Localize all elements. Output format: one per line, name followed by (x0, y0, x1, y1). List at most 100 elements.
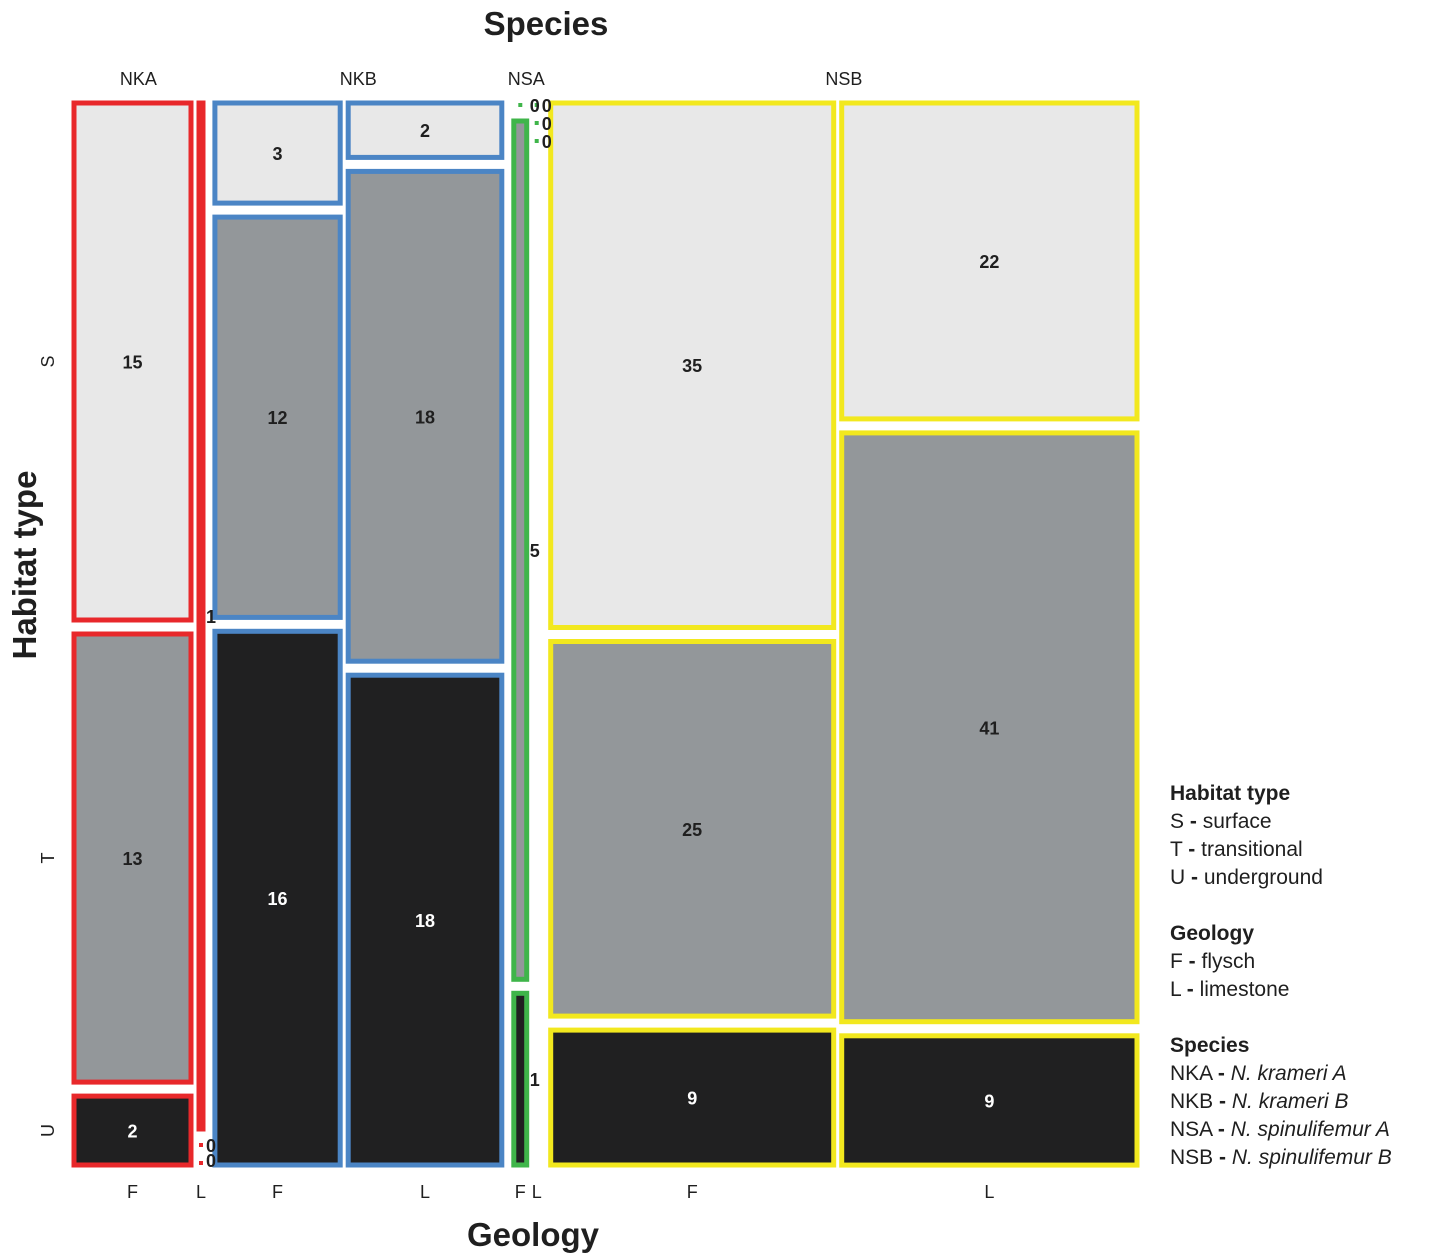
mosaic-value-label: 1 (530, 1070, 540, 1090)
legend-item: U - underground (1170, 864, 1435, 892)
mosaic-value-label: 0 (542, 114, 552, 134)
legend-code: NKB (1170, 1090, 1214, 1113)
mosaic-cell-nkb-l-u (345, 672, 505, 1168)
mosaic-value-label: 0 (206, 1151, 216, 1171)
legend-name: N. spinulifemur A (1230, 1118, 1390, 1141)
mosaic-cell-nka-f-t (71, 631, 194, 1085)
legend-item: S - surface (1170, 808, 1435, 836)
chart-title: Species (484, 5, 609, 42)
mosaic-cell-nkb-f-t (212, 214, 343, 620)
legend-code: L (1170, 978, 1181, 1001)
legend-item: L - limestone (1170, 976, 1435, 1004)
mosaic-value-label: 1 (206, 607, 216, 627)
mosaic-value-label: 3 (272, 144, 282, 164)
legend-name: underground (1203, 866, 1323, 889)
mosaic-tiles (71, 100, 1140, 1168)
y-axis-title: Habitat type (6, 471, 43, 660)
legend-separator: - (1188, 950, 1196, 973)
legend-name: surface (1202, 810, 1272, 833)
mosaic-cell-nkb-f-u (212, 628, 343, 1168)
legend-species: Species NKA - N. krameri A NKB - N. kram… (1170, 1032, 1435, 1172)
legend-item: NKA - N. krameri A (1170, 1060, 1435, 1088)
legend-name: N. krameri B (1231, 1090, 1349, 1113)
legend-name: N. krameri A (1230, 1062, 1347, 1085)
mosaic-value-label: 0 (206, 1136, 216, 1156)
species-label: NSA (508, 69, 545, 89)
legend-item: F - flysch (1170, 948, 1435, 976)
mosaic-cell-nsb-l-t (839, 430, 1140, 1025)
species-label: NKB (340, 69, 377, 89)
legend-separator: - (1217, 1118, 1225, 1141)
mosaic-cell-nka-f-u (71, 1093, 194, 1168)
legend-code: U (1170, 866, 1186, 889)
mosaic-value-label: 16 (267, 889, 287, 909)
mosaic-cell-nka-l-s (196, 100, 206, 1132)
mosaic-cell-nkb-f-s (212, 100, 343, 206)
mosaic-cell-nsb-l-u (839, 1033, 1140, 1168)
mosaic-axis-labels: NKAF15132L100NKBF31216L21818NSAF051L000N… (38, 69, 999, 1202)
legend-separator: - (1219, 1146, 1227, 1169)
geology-label: L (420, 1182, 430, 1202)
mosaic-cell-nkb-l-s (345, 100, 505, 160)
legend-separator: - (1186, 978, 1194, 1001)
legend-item: NSA - N. spinulifemur A (1170, 1116, 1435, 1144)
legend-code: S (1170, 810, 1185, 833)
geology-label: L (532, 1182, 542, 1202)
legend-name: limestone (1199, 978, 1290, 1001)
legend-code: T (1170, 838, 1183, 861)
x-axis-title: Geology (467, 1216, 600, 1253)
mosaic-cell-nsa-f-u (511, 990, 530, 1168)
geology-label: L (196, 1182, 206, 1202)
legend-name: N. spinulifemur B (1231, 1146, 1392, 1169)
mosaic-value-label: 0 (542, 96, 552, 116)
mosaic-value-label: 0 (530, 96, 540, 116)
legend-separator: - (1191, 866, 1199, 889)
mosaic-cell-nsb-f-t (548, 639, 837, 1019)
geology-label: F (515, 1182, 526, 1202)
mosaic-value-label: 9 (984, 1091, 994, 1111)
legend-geology: Geology F - flysch L - limestone (1170, 920, 1435, 1004)
mosaic-value-label: 41 (979, 718, 999, 738)
mosaic-value-label: 15 (122, 353, 142, 373)
mosaic-value-label: 5 (530, 541, 540, 561)
mosaic-cell-nsb-f-s (548, 100, 837, 630)
legend-habitat: Habitat type S - surface T - transitiona… (1170, 780, 1435, 892)
mosaic-value-label: 9 (687, 1089, 697, 1109)
mosaic-value-label: 2 (420, 121, 430, 141)
mosaic-value-label: 2 (127, 1122, 137, 1142)
mosaic-value-label: 22 (979, 252, 999, 272)
habitat-label: T (38, 853, 58, 864)
mosaic-value-label: 18 (415, 911, 435, 931)
species-label: NKA (120, 69, 157, 89)
mosaic-cell-nsb-f-u (548, 1027, 837, 1168)
legend-separator: - (1219, 1090, 1227, 1113)
legend-separator: - (1188, 838, 1196, 861)
legend-code: F (1170, 950, 1183, 973)
legend-item: T - transitional (1170, 836, 1435, 864)
mosaic-cell-nkb-l-t (345, 168, 505, 664)
mosaic-value-label: 25 (682, 820, 702, 840)
habitat-label: U (38, 1124, 58, 1137)
species-label: NSB (825, 69, 862, 89)
mosaic-value-label: 12 (267, 408, 287, 428)
geology-label: F (272, 1182, 283, 1202)
geology-label: L (984, 1182, 994, 1202)
mosaic-cell-nka-f-s (71, 100, 194, 623)
legend-name: flysch (1201, 950, 1256, 973)
mosaic-value-label: 13 (122, 849, 142, 869)
mosaic-value-label: 35 (682, 356, 702, 376)
legend-separator: - (1217, 1062, 1225, 1085)
legend-code: NSB (1170, 1146, 1214, 1169)
legend: Habitat type S - surface T - transitiona… (1170, 780, 1435, 1172)
habitat-label: S (38, 355, 58, 367)
legend-separator: - (1189, 810, 1197, 833)
mosaic-value-label: 0 (542, 132, 552, 152)
legend-code: NKA (1170, 1062, 1213, 1085)
mosaic-cell-nsb-l-s (839, 100, 1140, 422)
legend-geology-title: Geology (1170, 922, 1255, 945)
legend-item: NSB - N. spinulifemur B (1170, 1144, 1435, 1172)
geology-label: F (687, 1182, 698, 1202)
legend-habitat-title: Habitat type (1170, 782, 1291, 805)
legend-code: NSA (1170, 1118, 1213, 1141)
